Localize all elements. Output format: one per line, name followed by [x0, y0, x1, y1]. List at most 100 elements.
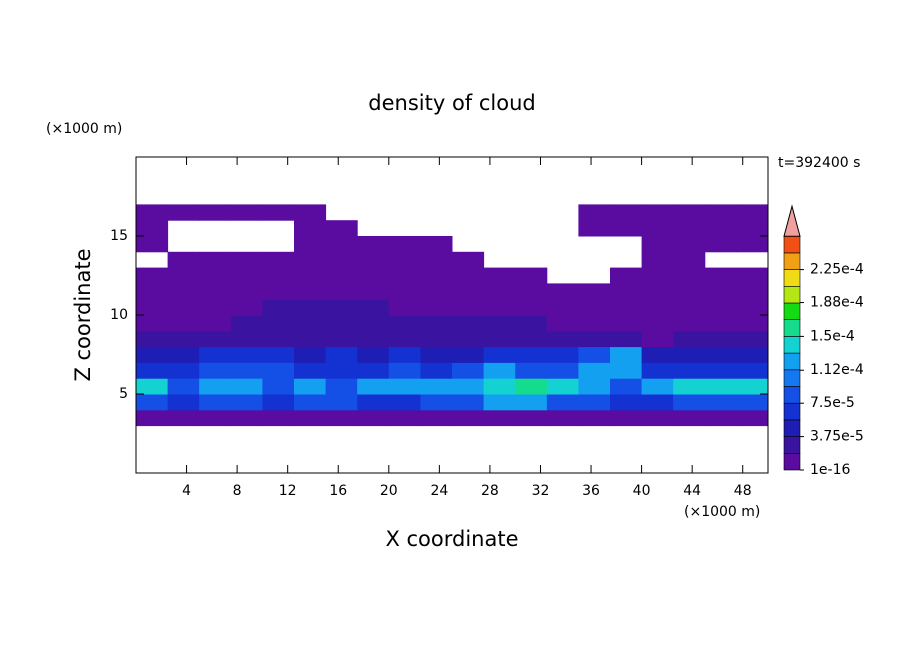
contour-cell — [136, 299, 169, 316]
contour-cell — [452, 330, 485, 348]
contour-cell — [167, 315, 200, 332]
colorbar-band — [783, 336, 801, 354]
contour-cell — [641, 346, 674, 363]
contour-cell — [641, 283, 674, 300]
contour-cell — [357, 283, 390, 300]
contour-cell — [578, 346, 611, 363]
contour-cell — [388, 330, 421, 348]
contour-cell — [610, 378, 643, 395]
contour-cell — [357, 299, 390, 316]
contour-cell — [483, 299, 516, 316]
contour-cell — [167, 346, 200, 363]
x-tick-label: 48 — [734, 483, 752, 499]
contour-cell — [199, 267, 232, 284]
contour-cell — [610, 346, 643, 363]
contour-cell — [578, 299, 611, 316]
contour-cell — [736, 220, 769, 237]
contour-cell — [325, 299, 358, 316]
contour-cell — [420, 409, 453, 427]
contour-cell — [420, 315, 453, 332]
contour-cell — [262, 267, 295, 284]
x-tick-label: 32 — [532, 483, 550, 499]
contour-cell — [452, 251, 485, 269]
contour-cell — [294, 236, 327, 253]
contour-cell — [199, 299, 232, 316]
contour-cell — [515, 330, 548, 348]
contour-cell — [136, 409, 169, 427]
contour-cell — [230, 362, 263, 379]
colorbar-tick-label: 3.75e-5 — [810, 429, 864, 445]
contour-cell — [294, 330, 327, 348]
x-tick-label: 40 — [633, 483, 651, 499]
contour-cell — [641, 251, 674, 269]
contour-cell — [167, 378, 200, 395]
contour-cell — [704, 204, 737, 221]
contour-cell — [736, 283, 769, 300]
contour-cell — [262, 283, 295, 300]
contour-cell — [294, 362, 327, 379]
contour-cell — [546, 330, 579, 348]
colorbar-band — [783, 252, 801, 270]
contour-cell — [515, 394, 548, 411]
contour-cell — [388, 409, 421, 427]
contour-cell — [736, 267, 769, 284]
contour-cell — [704, 409, 737, 427]
colorbar-tick-label: 1e-16 — [810, 462, 850, 478]
colorbar-band — [783, 386, 801, 404]
contour-cell — [325, 378, 358, 395]
contour-cell — [515, 315, 548, 332]
x-tick-label: 24 — [430, 483, 448, 499]
contour-cell — [230, 299, 263, 316]
contour-cell — [578, 220, 611, 237]
contour-cell — [673, 378, 706, 395]
contour-cell — [199, 315, 232, 332]
contour-cell — [357, 330, 390, 348]
contour-cell — [262, 378, 295, 395]
colorbar-band — [783, 402, 801, 421]
contour-cell — [673, 267, 706, 284]
contour-cell — [294, 204, 327, 221]
contour-cell — [673, 299, 706, 316]
contour-cell — [420, 362, 453, 379]
contour-cell — [483, 330, 516, 348]
contour-cell — [546, 378, 579, 395]
contour-cell — [610, 283, 643, 300]
contour-cell — [673, 251, 706, 269]
contour-cell — [736, 236, 769, 253]
contour-cell — [641, 330, 674, 348]
contour-cell — [546, 394, 579, 411]
contour-cell — [388, 299, 421, 316]
colorbar-band — [783, 369, 801, 387]
contour-cell — [641, 267, 674, 284]
contour-cell — [546, 346, 579, 363]
contour-cell — [546, 283, 579, 300]
contour-cell — [515, 346, 548, 363]
contour-cell — [610, 330, 643, 348]
contour-cell — [357, 409, 390, 427]
contour-cell — [388, 267, 421, 284]
x-tick-label: 36 — [582, 483, 600, 499]
colorbar-band — [783, 436, 801, 454]
contour-cell — [578, 204, 611, 221]
contour-cell — [420, 394, 453, 411]
colorbar-band — [783, 269, 801, 287]
contour-cell — [546, 409, 579, 427]
contour-cell — [641, 220, 674, 237]
colorbar-tick-label: 1.12e-4 — [810, 362, 864, 378]
contour-cell — [736, 299, 769, 316]
contour-cell — [704, 220, 737, 237]
contour-cell — [704, 378, 737, 395]
contour-cell — [199, 283, 232, 300]
contour-cell — [388, 236, 421, 253]
contour-cell — [294, 251, 327, 269]
contour-cell — [704, 236, 737, 253]
contour-cell — [420, 251, 453, 269]
contour-cell — [325, 267, 358, 284]
contour-cell — [452, 267, 485, 284]
x-tick-label: 20 — [380, 483, 398, 499]
x-axis-label: X coordinate — [385, 527, 518, 551]
contour-cell — [483, 315, 516, 332]
contour-cell — [167, 409, 200, 427]
contour-cell — [610, 409, 643, 427]
